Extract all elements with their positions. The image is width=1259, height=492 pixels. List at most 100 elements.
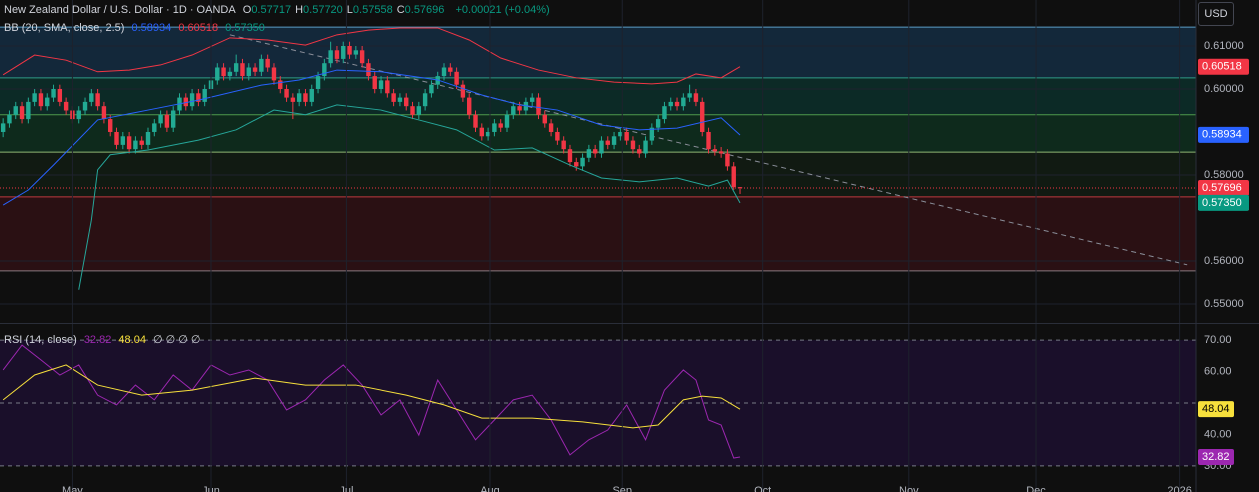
bb-upper-value: 0.60518 bbox=[178, 22, 219, 34]
candle-body bbox=[290, 97, 296, 102]
candle-body bbox=[45, 97, 50, 107]
candle-body bbox=[429, 84, 434, 94]
candle-body bbox=[13, 106, 18, 115]
candle-body bbox=[586, 149, 592, 158]
candle-body bbox=[492, 123, 497, 132]
x-tick-label: Dec bbox=[1026, 485, 1046, 492]
currency-button[interactable]: USD bbox=[1198, 2, 1234, 26]
candle-body bbox=[108, 119, 113, 132]
candle-body bbox=[309, 88, 314, 102]
price-label: 0.58934 bbox=[1202, 129, 1242, 141]
candle-body bbox=[485, 131, 491, 137]
zone bbox=[0, 114, 1196, 153]
rsi-label-box bbox=[1198, 401, 1234, 418]
candle-body bbox=[296, 93, 302, 102]
y-tick-label: 40.00 bbox=[1204, 428, 1232, 440]
price-label: 0.60518 bbox=[1202, 61, 1242, 73]
candle-body bbox=[700, 101, 705, 132]
candle-body bbox=[38, 93, 44, 107]
candle-body bbox=[322, 63, 327, 77]
candle-body bbox=[385, 80, 390, 94]
candle-body bbox=[51, 88, 56, 98]
candle-body bbox=[611, 136, 617, 145]
candle-body bbox=[170, 110, 176, 128]
candle-body bbox=[693, 93, 699, 102]
rsi-value-label: 32.82 bbox=[1202, 451, 1230, 463]
candle-body bbox=[215, 67, 220, 81]
candle-body bbox=[416, 106, 422, 115]
candle-body bbox=[359, 50, 365, 64]
candle-body bbox=[542, 114, 547, 124]
candle-body bbox=[202, 88, 207, 102]
candle-body bbox=[548, 123, 554, 132]
y-tick-label: 0.58000 bbox=[1204, 169, 1244, 181]
y-tick-label: 60.00 bbox=[1204, 365, 1232, 377]
candle-body bbox=[189, 93, 195, 107]
quote-value: 0.57558 bbox=[352, 4, 393, 16]
rsi-ma-value: 48.04 bbox=[118, 334, 146, 346]
candle-body bbox=[574, 162, 579, 167]
candle-body bbox=[624, 131, 629, 141]
price-label: 0.57696 bbox=[1202, 182, 1242, 194]
x-tick-label: Jul bbox=[339, 485, 353, 492]
candle-body bbox=[95, 93, 100, 107]
candle-body bbox=[567, 149, 573, 163]
candle-body bbox=[145, 131, 151, 145]
rsi-legend: RSI (14, close) 32.82 48.04 ∅ ∅ ∅ ∅ bbox=[4, 333, 205, 346]
candle-body bbox=[82, 101, 88, 111]
candle-body bbox=[246, 67, 251, 77]
candle-body bbox=[422, 93, 428, 107]
price-label-box bbox=[1198, 180, 1249, 197]
candle-body bbox=[227, 71, 233, 77]
x-tick-label: Nov bbox=[899, 485, 919, 492]
candle-body bbox=[158, 114, 163, 124]
price-label-box bbox=[1198, 194, 1249, 211]
rsi-line bbox=[2, 364, 741, 429]
band-line bbox=[2, 69, 741, 206]
x-tick-label: May bbox=[62, 485, 83, 492]
candle-body bbox=[454, 71, 459, 85]
candle-body bbox=[221, 67, 226, 77]
candle-body bbox=[460, 84, 466, 98]
candle-body bbox=[334, 50, 340, 59]
price-label-box bbox=[1198, 58, 1249, 75]
bb-label: BB (20, SMA, close, 2.5) bbox=[4, 22, 125, 34]
candle-body bbox=[687, 93, 692, 98]
price-label-box bbox=[1198, 126, 1249, 143]
x-tick-label: Aug bbox=[480, 485, 500, 492]
x-tick-label: Oct bbox=[754, 485, 771, 492]
candle-body bbox=[580, 157, 585, 167]
candle-body bbox=[473, 114, 478, 128]
candle-body bbox=[19, 106, 25, 120]
candle-body bbox=[347, 46, 352, 55]
quote-key: C bbox=[396, 4, 405, 16]
candle-body bbox=[681, 97, 686, 107]
quote-value: 0.57717 bbox=[251, 4, 292, 16]
candle-body bbox=[32, 93, 37, 102]
zone bbox=[0, 27, 1196, 78]
candle-body bbox=[731, 166, 736, 188]
bb-basis-value: 0.58934 bbox=[131, 22, 172, 34]
rsi-value: 32.82 bbox=[83, 334, 112, 346]
y-tick-label: 0.60000 bbox=[1204, 83, 1244, 95]
candle-body bbox=[126, 136, 132, 150]
candle-body bbox=[133, 140, 138, 150]
x-tick-label: Sep bbox=[612, 485, 632, 492]
candle-body bbox=[712, 149, 718, 152]
candle-body bbox=[467, 97, 472, 115]
header-legend: New Zealand Dollar / U.S. Dollar · 1D · … bbox=[4, 4, 554, 16]
candle-body bbox=[164, 114, 170, 128]
change: +0.00021 (+0.04%) bbox=[455, 4, 550, 16]
candle-body bbox=[7, 114, 12, 124]
candle-body bbox=[183, 97, 188, 107]
rsi-label: RSI (14, close) bbox=[4, 334, 77, 346]
candle-body bbox=[284, 88, 289, 98]
candle-body bbox=[252, 67, 258, 72]
price-label: 0.57350 bbox=[1202, 197, 1242, 209]
candle-body bbox=[649, 127, 655, 141]
rsi-line bbox=[2, 344, 741, 459]
quote: O0.57717 H0.57720 L0.57558 C0.57696 bbox=[243, 4, 449, 16]
candle-body bbox=[637, 149, 642, 154]
